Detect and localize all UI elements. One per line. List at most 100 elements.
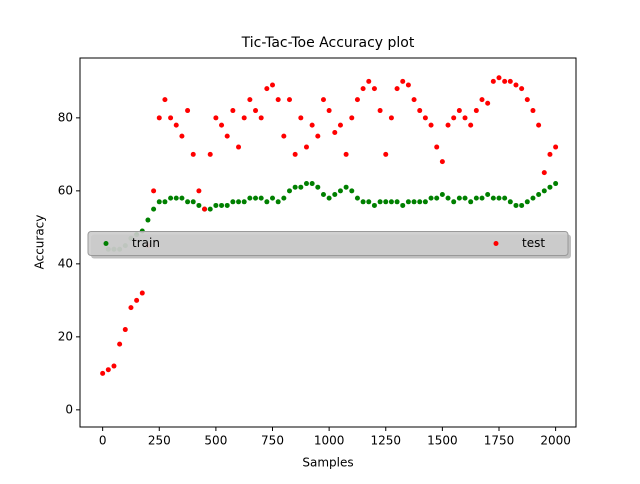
point: [236, 144, 242, 150]
point: [417, 199, 423, 205]
point: [303, 181, 309, 187]
point: [445, 122, 451, 128]
point: [354, 195, 360, 201]
point: [451, 199, 457, 205]
point: [185, 199, 191, 205]
point: [241, 199, 247, 205]
point: [536, 122, 542, 128]
point: [224, 133, 230, 139]
point: [349, 115, 355, 121]
point: [292, 184, 298, 190]
point: [275, 97, 281, 103]
point: [202, 206, 208, 212]
x-tick-label: 750: [261, 434, 284, 448]
point: [490, 78, 496, 84]
point: [122, 327, 128, 333]
point: [230, 199, 236, 205]
point: [490, 195, 496, 201]
point: [281, 195, 287, 201]
point: [371, 86, 377, 92]
point: [315, 133, 321, 139]
point: [179, 133, 185, 139]
point: [445, 195, 451, 201]
point: [190, 151, 196, 157]
point: [326, 195, 332, 201]
point: [366, 78, 372, 84]
legend: [87, 231, 569, 256]
point: [337, 122, 343, 128]
point: [162, 97, 168, 103]
point: [360, 86, 366, 92]
point: [496, 195, 502, 201]
point: [320, 192, 326, 198]
point: [496, 75, 502, 81]
x-tick-label: 1250: [370, 434, 401, 448]
point: [541, 188, 547, 194]
x-tick-label: 2000: [540, 434, 571, 448]
point: [547, 151, 553, 157]
point: [434, 144, 440, 150]
point: [388, 199, 394, 205]
point: [439, 159, 445, 165]
point: [326, 108, 332, 114]
point: [383, 199, 389, 205]
point: [286, 97, 292, 103]
point: [451, 115, 457, 121]
point: [524, 97, 530, 103]
legend-marker: [103, 241, 109, 246]
point: [196, 188, 202, 194]
x-tick-label: 250: [148, 434, 171, 448]
point: [247, 195, 253, 201]
point: [524, 199, 530, 205]
point: [513, 82, 519, 88]
point: [100, 370, 106, 376]
point: [298, 115, 304, 121]
point: [485, 192, 491, 198]
legend-label: test: [522, 236, 545, 250]
y-axis-label: Accuracy: [33, 215, 47, 270]
point: [417, 108, 423, 114]
point: [219, 122, 225, 128]
point: [241, 115, 247, 121]
x-tick-label: 0: [99, 434, 107, 448]
x-tick-label: 1750: [484, 434, 515, 448]
point: [502, 195, 508, 201]
y-tick-label: 0: [65, 402, 73, 416]
point: [519, 86, 525, 92]
point: [394, 86, 400, 92]
point: [207, 151, 213, 157]
point: [281, 133, 287, 139]
point: [173, 122, 179, 128]
point: [513, 202, 519, 208]
x-axis-label: Samples: [302, 456, 353, 470]
point: [258, 115, 264, 121]
point: [468, 122, 474, 128]
point: [139, 290, 145, 296]
point: [111, 363, 117, 369]
y-tick-label: 40: [58, 256, 73, 270]
point: [422, 115, 428, 121]
point: [179, 195, 185, 201]
point: [298, 184, 304, 190]
point: [303, 144, 309, 150]
point: [315, 184, 321, 190]
point: [173, 195, 179, 201]
point: [553, 181, 559, 187]
point: [247, 97, 253, 103]
y-tick-label: 80: [58, 110, 73, 124]
point: [411, 97, 417, 103]
point: [519, 202, 525, 208]
point: [168, 115, 174, 121]
point: [151, 206, 157, 212]
legend-marker: [493, 241, 499, 246]
y-tick-label: 60: [58, 183, 73, 197]
point: [332, 192, 338, 198]
point: [270, 82, 276, 88]
point: [320, 97, 326, 103]
point: [462, 195, 468, 201]
point: [428, 195, 434, 201]
point: [479, 97, 485, 103]
point: [196, 202, 202, 208]
point: [468, 199, 474, 205]
point: [366, 199, 372, 205]
